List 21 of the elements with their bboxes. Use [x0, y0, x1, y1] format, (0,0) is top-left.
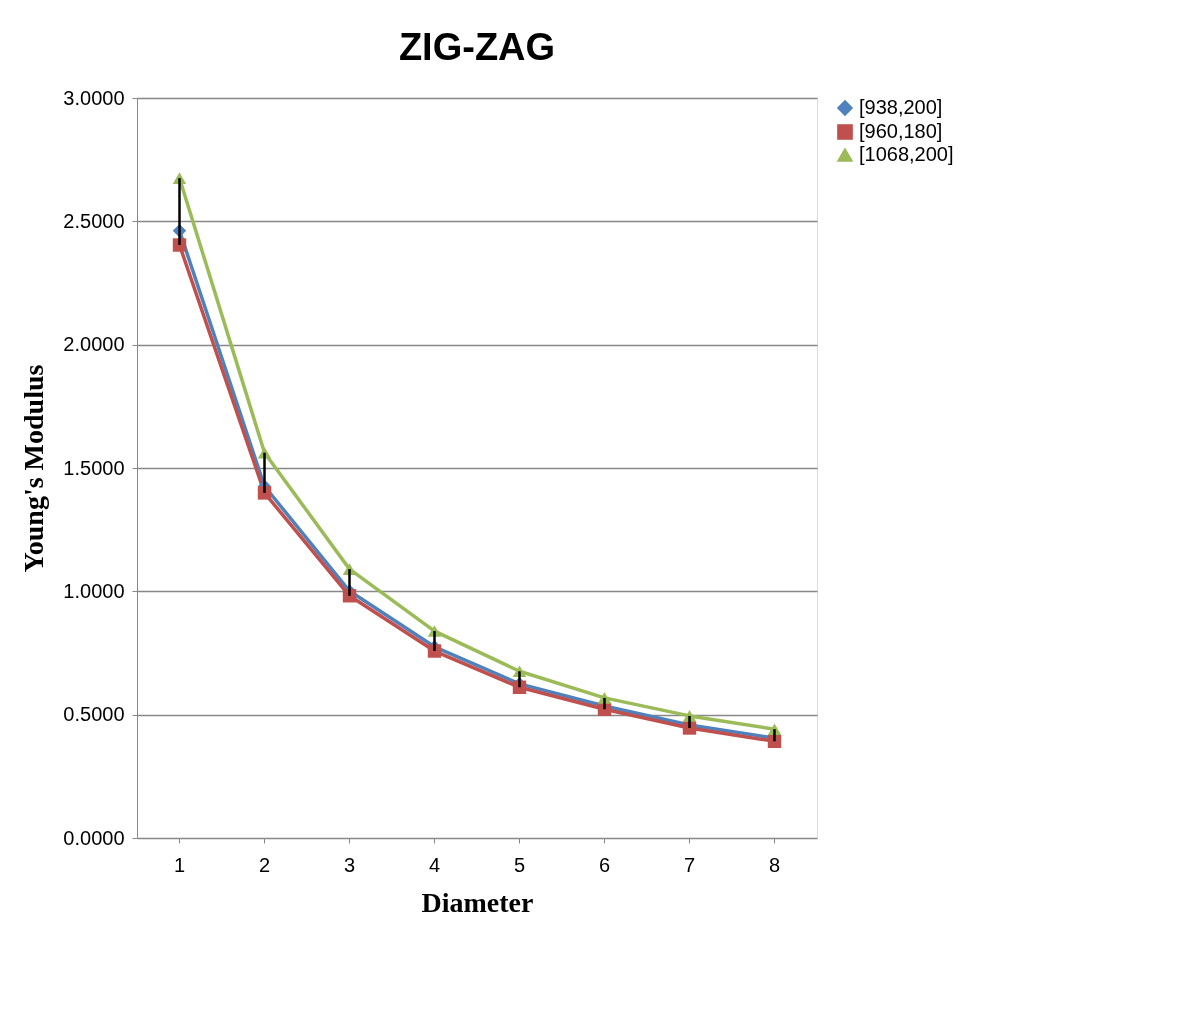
y-tick-label: 0.0000 [63, 826, 125, 849]
x-axis-title: Diameter [421, 886, 534, 918]
x-tick-label: 6 [598, 853, 611, 876]
y-tick-label: 2.0000 [63, 333, 125, 356]
chart-title: ZIG-ZAG [398, 26, 556, 68]
x-tick-label: 4 [428, 853, 441, 876]
x-tick-label: 1 [173, 853, 186, 876]
x-tick-label: 2 [258, 853, 271, 876]
legend-label: [938,200] [859, 96, 943, 118]
x-tick-label: 3 [343, 853, 356, 876]
x-tick-label: 5 [513, 853, 526, 876]
y-axis-title: Young's Modulus [18, 364, 50, 573]
y-tick-label: 1.5000 [63, 456, 125, 479]
y-tick-label: 2.5000 [63, 209, 125, 232]
x-tick-label: 7 [683, 853, 696, 876]
y-tick-label: 1.0000 [63, 579, 125, 602]
x-tick-label: 8 [768, 853, 781, 876]
y-tick-label: 3.0000 [63, 86, 125, 109]
y-tick-label: 0.5000 [63, 703, 125, 726]
legend-label: [960,180] [859, 120, 943, 142]
legend-label: [1068,200] [859, 143, 954, 165]
